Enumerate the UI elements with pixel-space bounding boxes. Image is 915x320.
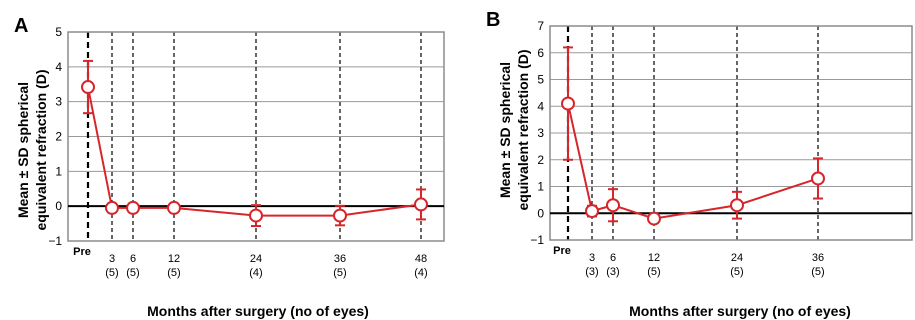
y-tick-label-b: −1 [530, 233, 544, 247]
x-tick-label-b: 12 [648, 252, 660, 264]
x-axis-title-b: Months after surgery (no of eyes) [629, 303, 851, 319]
y-axis-title-a-line2: equivalent refraction (D) [33, 69, 49, 230]
panel-letter-b: B [486, 9, 500, 31]
x-tick-count-b: (3) [585, 266, 598, 278]
x-tick-count-a: (5) [126, 267, 139, 279]
series-line-b [567, 103, 819, 220]
data-point-b [811, 171, 825, 186]
y-tick-label-b: 5 [537, 73, 544, 87]
y-tick-label-b: 2 [537, 153, 544, 167]
data-point-a [167, 200, 181, 215]
x-tick-label-b: 3 [589, 252, 595, 264]
x-tick-label-b: 36 [812, 252, 824, 264]
y-tick-label-b: 3 [537, 126, 544, 140]
x-tick-label-a: 36 [334, 253, 346, 265]
x-tick-count-b: (3) [606, 266, 619, 278]
data-point-a [249, 208, 263, 223]
y-tick-label-b: 4 [537, 99, 544, 113]
y-tick-label-a: −1 [48, 234, 62, 248]
y-tick-label-b: 7 [537, 19, 544, 33]
x-tick-label-a: 6 [130, 253, 136, 265]
x-tick-count-b: (5) [811, 266, 824, 278]
y-axis-title-b-line2: equivalent refraction (D) [515, 49, 531, 210]
y-tick-label-a: 4 [55, 60, 62, 74]
data-point-a [333, 208, 347, 223]
data-point-a [414, 197, 428, 212]
x-tick-label-a: 12 [168, 253, 180, 265]
x-tick-label-a: Pre [73, 246, 91, 258]
y-tick-label-a: 5 [55, 25, 62, 39]
y-tick-label-a: 2 [55, 130, 62, 144]
x-tick-label-a: 48 [415, 253, 427, 265]
data-point-a [105, 200, 119, 215]
y-tick-label-a: 0 [55, 199, 62, 213]
y-tick-label-b: 1 [537, 180, 544, 194]
y-axis-title-a-line1: Mean ± SD spherical [15, 82, 31, 218]
y-tick-label-a: 1 [55, 164, 62, 178]
data-point-b [561, 96, 575, 111]
x-tick-label-b: Pre [553, 245, 571, 257]
x-tick-label-b: 6 [610, 252, 616, 264]
data-point-a [81, 80, 95, 95]
x-tick-count-a: (5) [167, 267, 180, 279]
x-tick-count-a: (5) [105, 267, 118, 279]
data-point-b [647, 211, 661, 226]
plot-frame-b [549, 25, 913, 241]
x-tick-count-a: (4) [249, 267, 262, 279]
data-point-b [585, 204, 599, 219]
y-axis-title-b-line1: Mean ± SD spherical [497, 62, 513, 198]
x-tick-label-b: 24 [731, 252, 743, 264]
data-point-b [606, 198, 620, 213]
data-point-a [126, 200, 140, 215]
y-tick-label-b: 6 [537, 46, 544, 60]
x-tick-label-a: 24 [250, 253, 262, 265]
y-tick-label-b: 0 [537, 206, 544, 220]
x-axis-title-a: Months after surgery (no of eyes) [147, 303, 369, 319]
x-tick-count-b: (5) [647, 266, 660, 278]
x-tick-count-b: (5) [730, 266, 743, 278]
series-line-a [87, 86, 422, 217]
data-point-b [730, 198, 744, 213]
x-tick-count-a: (5) [333, 267, 346, 279]
x-tick-label-a: 3 [109, 253, 115, 265]
plot-frame-a [67, 31, 445, 242]
x-tick-count-a: (4) [414, 267, 427, 279]
panel-letter-a: A [14, 15, 28, 37]
y-tick-label-a: 3 [55, 95, 62, 109]
